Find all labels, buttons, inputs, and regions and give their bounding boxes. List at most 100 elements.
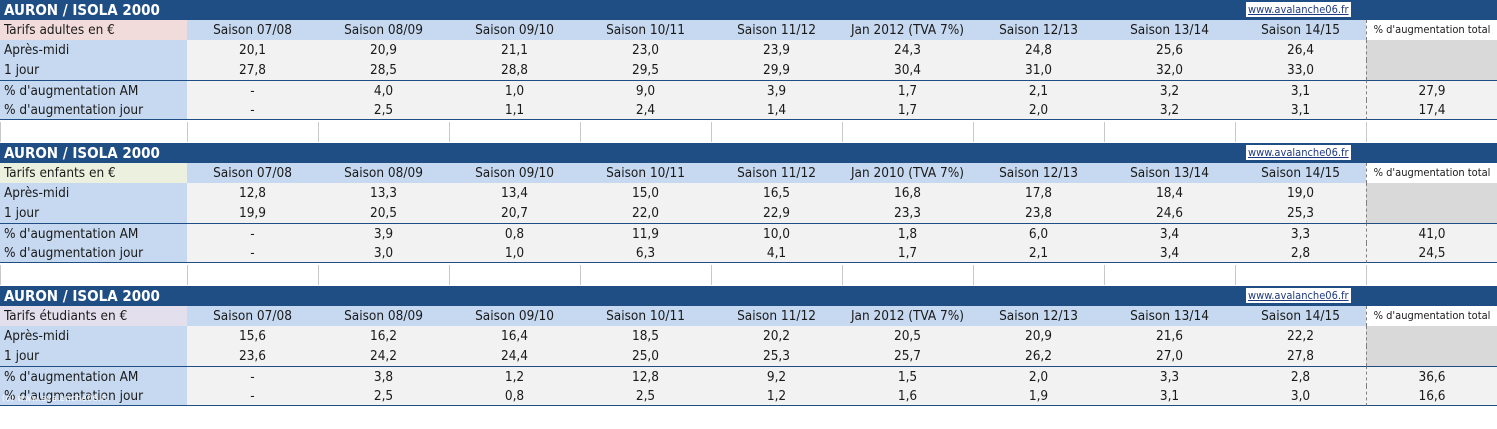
value-cell[interactable]: 1,4 <box>711 100 842 120</box>
value-cell[interactable]: 23,6 <box>187 346 318 366</box>
empty-cell[interactable] <box>318 265 449 285</box>
value-cell[interactable]: 12,8 <box>187 183 318 203</box>
row-label[interactable]: 1 jour <box>0 346 187 366</box>
value-cell[interactable]: 15,6 <box>187 326 318 346</box>
value-cell[interactable]: 27,0 <box>1104 346 1235 366</box>
value-cell[interactable]: 13,4 <box>449 183 580 203</box>
empty-cell[interactable] <box>580 265 711 285</box>
total-cell-empty[interactable] <box>1366 40 1497 60</box>
column-header[interactable]: Saison 13/14 <box>1104 20 1235 40</box>
value-cell[interactable]: 20,5 <box>318 203 449 223</box>
total-cell[interactable]: 41,0 <box>1366 223 1497 243</box>
value-cell[interactable]: 2,8 <box>1235 243 1366 263</box>
total-increase-header[interactable]: % d'augmentation total <box>1366 163 1497 183</box>
total-cell[interactable]: 36,6 <box>1366 366 1497 386</box>
value-cell[interactable]: 13,3 <box>318 183 449 203</box>
value-cell[interactable]: 27,8 <box>1235 346 1366 366</box>
total-cell[interactable]: 24,5 <box>1366 243 1497 263</box>
value-cell[interactable]: 27,8 <box>187 60 318 80</box>
value-cell[interactable]: 6,0 <box>973 223 1104 243</box>
column-header[interactable]: Saison 07/08 <box>187 20 318 40</box>
value-cell[interactable]: 20,5 <box>842 326 973 346</box>
value-cell[interactable]: 15,0 <box>580 183 711 203</box>
empty-cell[interactable] <box>187 265 318 285</box>
empty-cell[interactable] <box>187 122 318 142</box>
value-cell[interactable]: 25,0 <box>580 346 711 366</box>
column-header[interactable]: Saison 10/11 <box>580 20 711 40</box>
empty-cell[interactable] <box>1366 265 1497 285</box>
value-cell[interactable]: 25,3 <box>1235 203 1366 223</box>
value-cell[interactable]: 18,5 <box>580 326 711 346</box>
value-cell[interactable]: 29,9 <box>711 60 842 80</box>
value-cell[interactable]: 19,9 <box>187 203 318 223</box>
column-header[interactable]: Saison 09/10 <box>449 306 580 326</box>
value-cell[interactable]: 3,0 <box>1235 386 1366 406</box>
value-cell[interactable]: 12,8 <box>580 366 711 386</box>
value-cell[interactable]: 2,1 <box>973 243 1104 263</box>
column-header[interactable]: Saison 10/11 <box>580 163 711 183</box>
value-cell[interactable]: 2,5 <box>580 386 711 406</box>
total-cell-empty[interactable] <box>1366 326 1497 346</box>
value-cell[interactable]: 6,3 <box>580 243 711 263</box>
value-cell[interactable]: 31,0 <box>973 60 1104 80</box>
value-cell[interactable]: 0,8 <box>449 386 580 406</box>
value-cell[interactable]: 3,8 <box>318 366 449 386</box>
empty-cell[interactable] <box>449 122 580 142</box>
value-cell[interactable]: 22,9 <box>711 203 842 223</box>
value-cell[interactable]: 26,2 <box>973 346 1104 366</box>
empty-cell[interactable] <box>318 122 449 142</box>
column-header[interactable]: Saison 14/15 <box>1235 20 1366 40</box>
row-label[interactable]: 1 jour <box>0 60 187 80</box>
column-header[interactable]: Saison 11/12 <box>711 20 842 40</box>
value-cell[interactable]: 16,8 <box>842 183 973 203</box>
total-cell-empty[interactable] <box>1366 60 1497 80</box>
value-cell[interactable]: 23,8 <box>973 203 1104 223</box>
value-cell[interactable]: 9,0 <box>580 80 711 100</box>
value-cell[interactable]: 29,5 <box>580 60 711 80</box>
value-cell[interactable]: - <box>187 386 318 406</box>
column-header[interactable]: Saison 13/14 <box>1104 306 1235 326</box>
value-cell[interactable]: 3,3 <box>1235 223 1366 243</box>
value-cell[interactable]: 1,7 <box>842 243 973 263</box>
category-label[interactable]: Tarifs étudiants en € <box>0 306 187 326</box>
column-header[interactable]: Saison 07/08 <box>187 306 318 326</box>
value-cell[interactable]: 24,4 <box>449 346 580 366</box>
value-cell[interactable]: 4,1 <box>711 243 842 263</box>
value-cell[interactable]: 16,5 <box>711 183 842 203</box>
value-cell[interactable]: 26,4 <box>1235 40 1366 60</box>
total-cell-empty[interactable] <box>1366 183 1497 203</box>
value-cell[interactable]: 1,8 <box>842 223 973 243</box>
value-cell[interactable]: 23,3 <box>842 203 973 223</box>
value-cell[interactable]: 33,0 <box>1235 60 1366 80</box>
empty-cell[interactable] <box>1104 122 1235 142</box>
empty-cell[interactable] <box>842 122 973 142</box>
empty-cell[interactable] <box>0 265 187 285</box>
value-cell[interactable]: - <box>187 100 318 120</box>
column-header[interactable]: Saison 08/09 <box>318 163 449 183</box>
value-cell[interactable]: 1,7 <box>842 100 973 120</box>
value-cell[interactable]: 1,0 <box>449 80 580 100</box>
column-header[interactable]: Saison 08/09 <box>318 20 449 40</box>
value-cell[interactable]: 3,0 <box>318 243 449 263</box>
value-cell[interactable]: 32,0 <box>1104 60 1235 80</box>
value-cell[interactable]: 28,5 <box>318 60 449 80</box>
value-cell[interactable]: 23,0 <box>580 40 711 60</box>
value-cell[interactable]: 22,2 <box>1235 326 1366 346</box>
value-cell[interactable]: 1,7 <box>842 80 973 100</box>
column-header[interactable]: Saison 09/10 <box>449 163 580 183</box>
value-cell[interactable]: 20,2 <box>711 326 842 346</box>
value-cell[interactable]: 2,8 <box>1235 366 1366 386</box>
value-cell[interactable]: 3,3 <box>1104 366 1235 386</box>
row-label[interactable]: Après-midi <box>0 183 187 203</box>
row-label[interactable]: 1 jour <box>0 203 187 223</box>
column-header[interactable]: Saison 13/14 <box>1104 163 1235 183</box>
column-header[interactable]: Saison 14/15 <box>1235 163 1366 183</box>
avalanche-link[interactable]: www.avalanche06.fr <box>1246 2 1351 17</box>
value-cell[interactable]: 20,1 <box>187 40 318 60</box>
value-cell[interactable]: 30,4 <box>842 60 973 80</box>
empty-cell[interactable] <box>1366 122 1497 142</box>
value-cell[interactable]: 1,2 <box>449 366 580 386</box>
empty-cell[interactable] <box>842 265 973 285</box>
value-cell[interactable]: - <box>187 366 318 386</box>
total-increase-header[interactable]: % d'augmentation total <box>1366 20 1497 40</box>
